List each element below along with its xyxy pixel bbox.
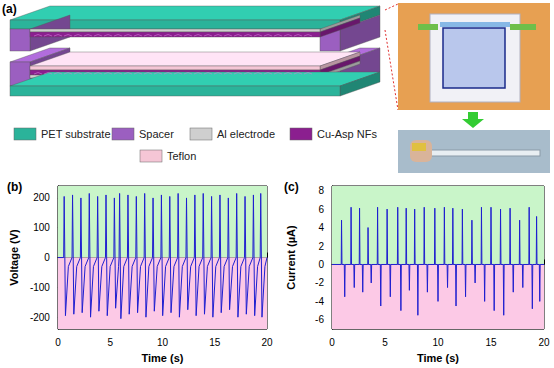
svg-text:10: 10 bbox=[157, 337, 169, 348]
svg-text:100: 100 bbox=[33, 222, 50, 233]
svg-text:Spacer: Spacer bbox=[139, 128, 174, 140]
svg-text:(b): (b) bbox=[7, 180, 22, 194]
svg-text:PET substrate: PET substrate bbox=[41, 128, 111, 140]
svg-text:-2: -2 bbox=[315, 277, 324, 288]
svg-text:10: 10 bbox=[432, 337, 444, 348]
svg-text:Time (s): Time (s) bbox=[417, 352, 459, 364]
svg-text:Teflon: Teflon bbox=[167, 150, 196, 162]
svg-text:0: 0 bbox=[318, 259, 324, 270]
svg-text:200: 200 bbox=[33, 192, 50, 203]
svg-text:0: 0 bbox=[329, 337, 335, 348]
svg-text:5: 5 bbox=[107, 337, 113, 348]
svg-text:5: 5 bbox=[382, 337, 388, 348]
svg-text:(c): (c) bbox=[284, 180, 299, 194]
svg-text:-6: -6 bbox=[315, 314, 324, 325]
svg-text:-100: -100 bbox=[30, 282, 50, 293]
svg-text:0: 0 bbox=[44, 252, 50, 263]
svg-text:20: 20 bbox=[538, 337, 550, 348]
svg-text:Al electrode: Al electrode bbox=[217, 128, 275, 140]
svg-text:Time (s): Time (s) bbox=[141, 352, 183, 364]
svg-text:Voltage (V): Voltage (V) bbox=[8, 229, 20, 286]
svg-text:(a): (a) bbox=[2, 2, 17, 16]
svg-text:8: 8 bbox=[318, 185, 324, 196]
svg-text:6: 6 bbox=[318, 204, 324, 215]
svg-text:0: 0 bbox=[55, 337, 61, 348]
svg-text:-200: -200 bbox=[30, 312, 50, 323]
svg-text:2: 2 bbox=[318, 241, 324, 252]
svg-text:15: 15 bbox=[485, 337, 497, 348]
svg-text:15: 15 bbox=[209, 337, 221, 348]
svg-text:20: 20 bbox=[261, 337, 273, 348]
svg-text:Cu-Asp NFs: Cu-Asp NFs bbox=[317, 128, 377, 140]
svg-text:Current (µA): Current (µA) bbox=[285, 225, 297, 290]
svg-text:4: 4 bbox=[318, 222, 324, 233]
svg-text:-4: -4 bbox=[315, 296, 324, 307]
